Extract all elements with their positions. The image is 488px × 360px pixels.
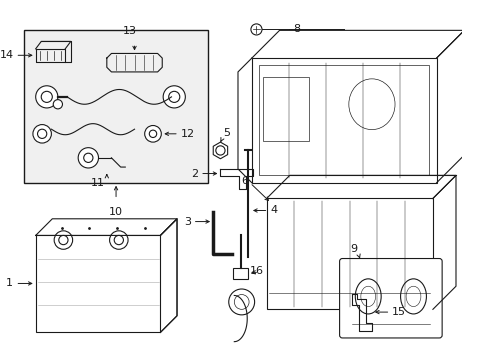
Text: 10: 10 (109, 207, 123, 217)
Circle shape (41, 91, 52, 102)
Circle shape (149, 130, 156, 138)
Ellipse shape (405, 286, 420, 307)
Circle shape (144, 126, 161, 142)
Text: 13: 13 (122, 26, 137, 36)
Circle shape (163, 86, 185, 108)
Bar (233, 268, 247, 279)
Bar (263, 77, 308, 141)
Text: 9: 9 (349, 244, 356, 254)
Text: 7: 7 (487, 87, 488, 97)
Ellipse shape (360, 286, 375, 307)
Circle shape (33, 125, 51, 143)
Circle shape (215, 146, 224, 155)
Circle shape (59, 235, 68, 245)
Circle shape (83, 153, 93, 162)
Bar (251, 58, 436, 183)
Circle shape (53, 100, 62, 109)
Ellipse shape (400, 279, 426, 314)
FancyBboxPatch shape (339, 258, 441, 338)
Text: 2: 2 (191, 168, 198, 179)
Bar (36, 235, 160, 332)
Circle shape (38, 129, 47, 139)
Text: 16: 16 (249, 266, 264, 275)
Circle shape (168, 91, 180, 102)
Text: 14: 14 (0, 50, 14, 60)
Circle shape (36, 86, 58, 108)
Text: 11: 11 (90, 178, 104, 188)
Circle shape (78, 148, 98, 168)
Circle shape (54, 231, 73, 249)
Circle shape (114, 235, 123, 245)
Text: 8: 8 (293, 24, 300, 35)
Text: 5: 5 (223, 127, 230, 138)
Bar (266, 198, 432, 309)
Circle shape (228, 289, 254, 315)
Text: 4: 4 (270, 206, 277, 216)
Text: 6: 6 (241, 176, 247, 186)
Text: 12: 12 (181, 129, 194, 139)
Ellipse shape (348, 79, 394, 130)
Text: 1: 1 (5, 279, 13, 288)
Ellipse shape (355, 279, 380, 314)
Text: 15: 15 (391, 307, 406, 317)
Circle shape (250, 24, 262, 35)
Bar (23, 30, 208, 183)
Circle shape (109, 231, 128, 249)
Circle shape (234, 294, 248, 309)
Bar (259, 66, 428, 175)
Text: 3: 3 (183, 217, 190, 226)
